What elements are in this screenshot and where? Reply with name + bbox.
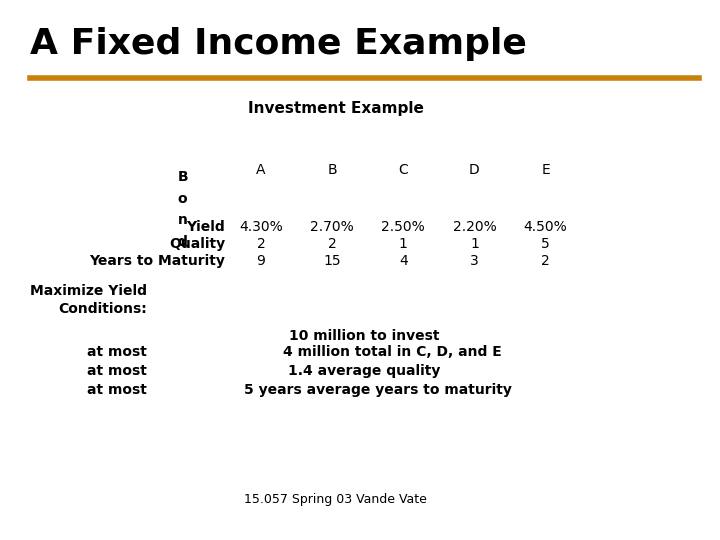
Text: 1: 1	[399, 237, 408, 251]
Text: B: B	[328, 163, 337, 177]
Text: 9: 9	[256, 254, 266, 268]
Text: C: C	[398, 163, 408, 177]
Text: E: E	[541, 163, 550, 177]
Text: 1: 1	[470, 237, 479, 251]
Text: 5: 5	[541, 237, 550, 251]
Text: Years to Maturity: Years to Maturity	[89, 254, 225, 268]
Text: A: A	[256, 163, 266, 177]
Text: 4: 4	[399, 254, 408, 268]
Text: n: n	[178, 213, 187, 227]
Text: 2: 2	[256, 237, 265, 251]
Text: 4.30%: 4.30%	[239, 220, 283, 234]
Text: 5 years average years to maturity: 5 years average years to maturity	[244, 383, 512, 397]
Text: 15: 15	[323, 254, 341, 268]
Text: D: D	[469, 163, 480, 177]
Text: 4 million total in C, D, and E: 4 million total in C, D, and E	[283, 345, 502, 359]
Text: 2.50%: 2.50%	[382, 220, 425, 234]
Text: Maximize Yield: Maximize Yield	[30, 284, 147, 298]
Text: 3: 3	[470, 254, 479, 268]
Text: at most: at most	[87, 383, 147, 397]
Text: 4.50%: 4.50%	[523, 220, 567, 234]
Text: 2: 2	[541, 254, 550, 268]
Text: Investment Example: Investment Example	[248, 100, 423, 116]
Text: at most: at most	[87, 364, 147, 378]
Text: 1.4 average quality: 1.4 average quality	[288, 364, 441, 378]
Text: 2.20%: 2.20%	[453, 220, 496, 234]
Text: A Fixed Income Example: A Fixed Income Example	[30, 27, 526, 61]
Text: 10 million to invest: 10 million to invest	[289, 329, 439, 343]
Text: Yield: Yield	[186, 220, 225, 234]
Text: o: o	[178, 192, 187, 206]
Text: Quality: Quality	[169, 237, 225, 251]
Text: 2.70%: 2.70%	[310, 220, 354, 234]
Text: 15.057 Spring 03 Vande Vate: 15.057 Spring 03 Vande Vate	[244, 493, 427, 506]
Text: 2: 2	[328, 237, 336, 251]
Text: at most: at most	[87, 345, 147, 359]
Text: Conditions:: Conditions:	[58, 302, 147, 316]
Text: B: B	[177, 170, 188, 184]
Text: d: d	[178, 235, 187, 249]
